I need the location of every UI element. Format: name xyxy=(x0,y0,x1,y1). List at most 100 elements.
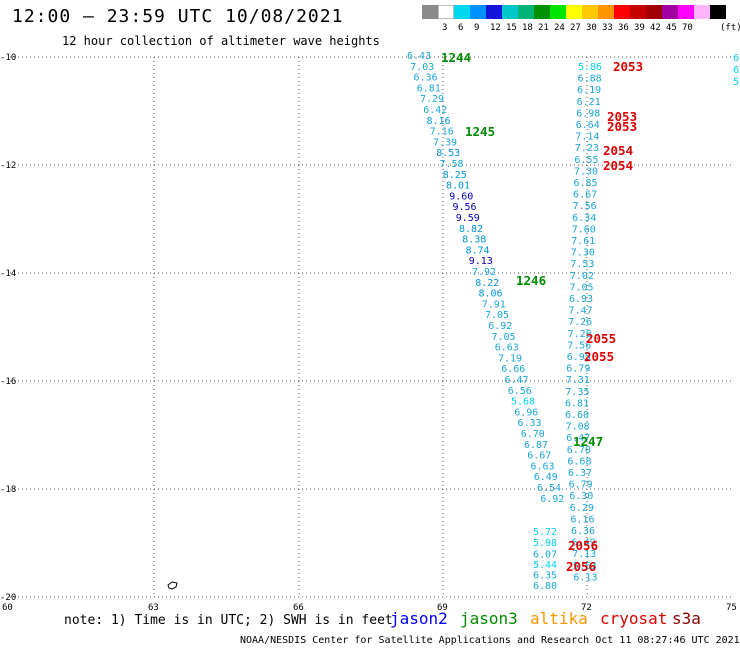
swh-value: 5.44 xyxy=(533,560,557,571)
swh-value: 6.68 xyxy=(567,456,591,467)
swh-value: 8.06 xyxy=(479,289,503,300)
pass-label: 2054 xyxy=(603,143,633,158)
legend-label: 6 xyxy=(458,23,464,33)
legend-swatch xyxy=(438,5,454,19)
satellite-jason2: jason2 xyxy=(390,609,448,628)
legend-swatch xyxy=(518,5,534,19)
swh-value: 7.60 xyxy=(572,224,596,235)
swh-value: 6.64 xyxy=(576,120,600,131)
swh-value: 6.70 xyxy=(567,445,591,456)
swh-value: 6.56 xyxy=(508,386,532,397)
legend-swatch xyxy=(630,5,646,19)
y-tick-label: -16 xyxy=(0,377,16,387)
satellite-jason3: jason3 xyxy=(460,609,518,628)
swh-value: 7.19 xyxy=(498,353,522,364)
swh-value: 8.01 xyxy=(446,181,470,192)
y-tick-label: -18 xyxy=(0,485,16,495)
swh-value: 7.30 xyxy=(571,248,595,259)
swh-value: 6. xyxy=(733,53,740,64)
swh-value: 9.13 xyxy=(469,256,493,267)
legend-label: 9 xyxy=(474,23,480,33)
x-tick-label: 66 xyxy=(293,603,304,613)
swh-value: 6.95 xyxy=(567,352,591,363)
legend-label: 24 xyxy=(554,23,565,33)
legend-label: 27 xyxy=(570,23,581,33)
swh-value: 6.66 xyxy=(501,364,525,375)
legend-swatch xyxy=(550,5,566,19)
swh-value: 8.22 xyxy=(475,278,499,289)
pass-label: 2055 xyxy=(584,349,614,364)
swh-value: 7.35 xyxy=(565,387,589,398)
x-tick-label: 69 xyxy=(437,603,448,613)
pass-label: 2056 xyxy=(566,559,596,574)
swh-value: 7.23 xyxy=(575,143,599,154)
swh-value: 6.33 xyxy=(518,418,542,429)
pass-label: 2056 xyxy=(568,538,598,553)
swh-value: 7.02 xyxy=(570,271,594,282)
swh-value: 6 xyxy=(733,65,739,76)
legend-label: 33 xyxy=(602,23,613,33)
swh-value: 8.74 xyxy=(466,245,490,256)
island-outline xyxy=(167,581,178,590)
swh-value: 6.79 xyxy=(569,480,593,491)
swh-value: 6.55 xyxy=(574,155,598,166)
swh-value: 6.63 xyxy=(495,343,519,354)
swh-value: 7.03 xyxy=(410,62,434,73)
swh-value: 6.47 xyxy=(566,433,590,444)
legend-label: 18 xyxy=(522,23,533,33)
pass-label: 2055 xyxy=(586,331,616,346)
swh-value: 7.31 xyxy=(566,375,590,386)
swh-value: 7.92 xyxy=(472,267,496,278)
swh-value: 5.72 xyxy=(533,527,557,538)
swh-value: 6.80 xyxy=(533,581,557,592)
legend-swatch xyxy=(502,5,518,19)
swh-value: 6.29 xyxy=(570,503,594,514)
legend-swatch xyxy=(694,5,710,19)
swh-value: 8.16 xyxy=(427,116,451,127)
y-tick-label: -10 xyxy=(0,53,16,63)
swh-value: 5.63 xyxy=(573,561,597,572)
swh-value: 6.87 xyxy=(524,440,548,451)
pass-label: 2053 xyxy=(613,59,643,74)
swh-value: 7.08 xyxy=(566,422,590,433)
swh-value: 6.70 xyxy=(521,429,545,440)
legend-label: 36 xyxy=(618,23,629,33)
swh-value: 8.82 xyxy=(459,224,483,235)
swh-value: 6.42 xyxy=(423,105,447,116)
y-tick-label: -20 xyxy=(0,593,16,603)
pass-label: 2054 xyxy=(603,158,633,173)
map-subtitle: 12 hour collection of altimeter wave hei… xyxy=(62,34,380,48)
x-tick-label: 75 xyxy=(726,603,737,613)
swh-value: 7.13 xyxy=(572,549,596,560)
pass-label: 1245 xyxy=(465,124,495,139)
swh-value: 6.34 xyxy=(572,213,596,224)
swh-value: 6.43 xyxy=(407,51,431,62)
swh-value: 6.54 xyxy=(537,483,561,494)
swh-value: 6.16 xyxy=(570,514,594,525)
swh-value: 7.56 xyxy=(567,340,591,351)
swh-value: 8.38 xyxy=(462,235,486,246)
swh-value: 6.81 xyxy=(565,398,589,409)
swh-value: 7.16 xyxy=(430,127,454,138)
legend-swatch xyxy=(582,5,598,19)
y-tick-label: -12 xyxy=(0,161,16,171)
swh-value: 6.49 xyxy=(534,472,558,483)
swh-value: 7.14 xyxy=(575,132,599,143)
swh-value: 7.05 xyxy=(485,310,509,321)
swh-value: 6.79 xyxy=(566,364,590,375)
legend-label: 39 xyxy=(634,23,645,33)
legend-label: 21 xyxy=(538,23,549,33)
swh-value: 6.37 xyxy=(568,468,592,479)
legend-swatch xyxy=(566,5,582,19)
legend-label: 45 xyxy=(666,23,677,33)
swh-value: 7.30 xyxy=(574,166,598,177)
swh-value: 6.30 xyxy=(569,491,593,502)
legend-swatch xyxy=(470,5,486,19)
y-tick-label: -14 xyxy=(0,269,16,279)
satellite-cryosat: cryosat xyxy=(600,609,668,628)
swh-value: 6.92 xyxy=(540,494,564,505)
units-note: note: 1) Time is in UTC; 2) SWH is in fe… xyxy=(64,613,393,628)
swh-value: 6.49 xyxy=(572,538,596,549)
legend-label: 15 xyxy=(506,23,517,33)
legend-swatch xyxy=(534,5,550,19)
